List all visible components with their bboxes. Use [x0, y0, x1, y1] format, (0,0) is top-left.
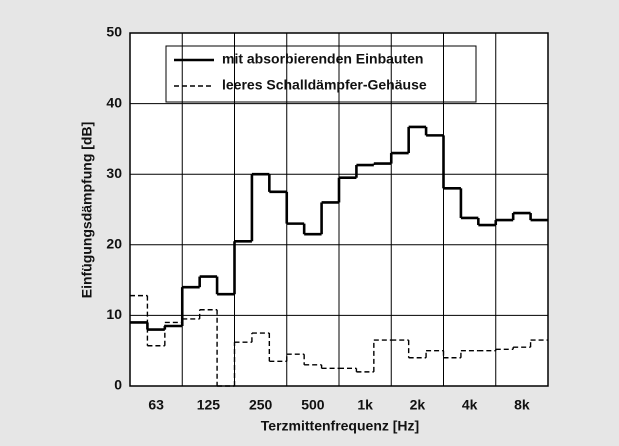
legend-label: mit absorbierenden Einbauten — [222, 51, 423, 67]
x-tick-label: 125 — [197, 397, 221, 413]
x-tick-label: 250 — [249, 397, 273, 413]
y-tick-label: 20 — [106, 236, 122, 252]
y-tick-label: 10 — [106, 306, 122, 322]
x-tick-label: 8k — [514, 397, 530, 413]
y-tick-label: 30 — [106, 165, 122, 181]
y-tick-label: 50 — [106, 24, 122, 40]
y-tick-label: 0 — [114, 377, 122, 393]
y-tick-label: 40 — [106, 94, 122, 110]
y-axis-label: Einfügungsdämpfung [dB] — [79, 122, 95, 299]
x-tick-label: 63 — [148, 397, 164, 413]
x-tick-label: 2k — [410, 397, 426, 413]
legend — [165, 45, 477, 103]
legend-label: leeres Schalldämpfer-Gehäuse — [222, 77, 427, 93]
x-tick-label: 1k — [357, 397, 373, 413]
x-tick-label: 4k — [462, 397, 478, 413]
x-axis-label: Terzmittenfrequenz [Hz] — [261, 418, 419, 434]
x-tick-label: 500 — [301, 397, 325, 413]
